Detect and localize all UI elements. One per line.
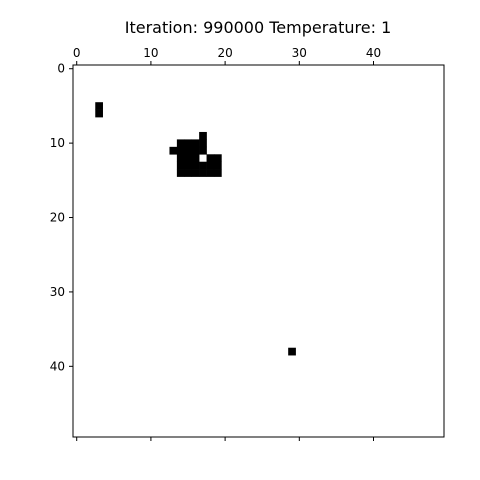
heatmap-cell-8 — [176, 146, 185, 155]
heatmap-cell-9 — [184, 146, 193, 155]
y-tick-label-0: 0 — [57, 62, 65, 76]
y-axis: 0 10 20 30 40 — [50, 62, 73, 373]
heatmap-cell-16 — [213, 154, 222, 163]
heatmap-cell-20 — [199, 161, 207, 170]
heatmap-cell-24 — [184, 169, 193, 177]
heatmap-cell-26 — [199, 169, 207, 177]
heatmap-cell-23 — [176, 169, 185, 177]
chart-title: Iteration: 990000 Temperature: 1 — [125, 18, 392, 37]
heatmap-cell-29 — [288, 347, 296, 356]
heatmap-cell-28 — [213, 169, 222, 177]
x-tick-label-40: 40 — [366, 46, 381, 60]
heatmap-cell-3 — [176, 139, 185, 148]
heatmap-cell-0 — [95, 102, 103, 110]
heatmap-cell-15 — [206, 154, 215, 163]
x-tick-label-30: 30 — [292, 46, 307, 60]
plot-frame — [72, 64, 445, 438]
y-tick-label-10: 10 — [50, 136, 65, 150]
heatmap-cell-17 — [176, 161, 185, 170]
heatmap-cell-14 — [191, 154, 200, 163]
heatmap-cell-4 — [184, 139, 193, 148]
y-tick-label-40: 40 — [50, 359, 65, 373]
heatmap-cell-1 — [95, 109, 103, 118]
heatmap-cell-19 — [191, 161, 200, 170]
cell-layer — [95, 102, 296, 356]
plot-background — [73, 65, 444, 437]
plot-area — [72, 64, 445, 438]
heatmap-cell-18 — [184, 161, 193, 170]
heatmap-cell-27 — [206, 169, 215, 177]
y-tick-label-20: 20 — [50, 211, 65, 225]
heatmap-cell-25 — [191, 169, 200, 177]
x-tick-label-10: 10 — [143, 46, 158, 60]
heatmap-cell-7 — [169, 146, 178, 155]
heatmap-cell-2 — [199, 131, 207, 140]
heatmap-cell-10 — [191, 146, 200, 155]
heatmap-cell-22 — [213, 161, 222, 170]
y-tick-label-30: 30 — [50, 285, 65, 299]
heatmap-cell-13 — [184, 154, 193, 163]
heatmap-cell-21 — [206, 161, 215, 170]
x-axis-top: 0 10 20 30 40 — [73, 46, 381, 65]
x-tick-label-0: 0 — [73, 46, 81, 60]
heatmap-cell-6 — [199, 139, 207, 148]
heatmap-cell-5 — [191, 139, 200, 148]
heatmap-cell-12 — [176, 154, 185, 163]
x-axis-bottom — [76, 437, 375, 441]
x-tick-label-20: 20 — [217, 46, 232, 60]
heatmap-cell-11 — [199, 146, 207, 155]
